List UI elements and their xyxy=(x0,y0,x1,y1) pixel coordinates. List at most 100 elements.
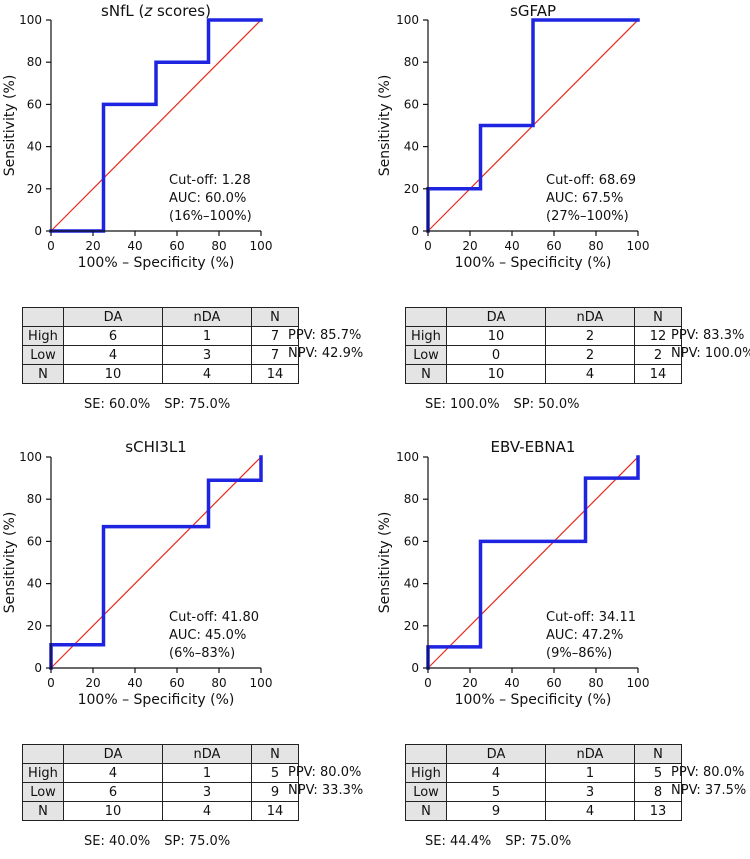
auc-annotation: (27%–100%) xyxy=(546,209,629,224)
table-row: N 10 4 14 xyxy=(22,364,299,384)
auc-annotation: (9%–86%) xyxy=(546,646,612,661)
npv-value: NPV: 37.5% xyxy=(671,783,747,798)
x-tick-label: 100 xyxy=(627,676,650,690)
predictive-values: PPV: 80.0% NPV: 37.5% xyxy=(671,764,746,800)
auc-annotation: (16%–100%) xyxy=(169,209,252,224)
table-row: Low 6 3 9 xyxy=(22,782,299,802)
table-header-cell xyxy=(405,744,447,764)
table-cell: 4 xyxy=(446,763,546,783)
y-tick-label: 100 xyxy=(19,13,42,27)
se-value: SE: 40.0% xyxy=(84,834,151,849)
table-cell: 4 xyxy=(63,345,163,365)
table-cell: 13 xyxy=(634,801,682,821)
table-row-header: N xyxy=(405,801,447,821)
table-header-cell: N xyxy=(251,744,299,764)
x-tick-label: 60 xyxy=(546,676,561,690)
x-axis-label: 100% – Specificity (%) xyxy=(455,255,612,271)
auc-annotation: Cut-off: 68.69 xyxy=(546,173,636,188)
table-header-row: DA nDA N xyxy=(22,744,299,764)
table-header-cell: DA xyxy=(446,744,546,764)
table-cell: 6 xyxy=(63,782,163,802)
roc-curve-line xyxy=(49,18,263,233)
table-header-cell: nDA xyxy=(545,744,635,764)
sp-value: SP: 75.0% xyxy=(164,834,231,849)
table-row: N 10 4 14 xyxy=(405,364,682,384)
contingency-table: DA nDA N High 4 1 5 Low 6 3 9 N 10 4 14 xyxy=(22,744,299,821)
table-row-header: High xyxy=(22,326,64,346)
x-tick-label: 0 xyxy=(47,676,55,690)
npv-value: NPV: 42.9% xyxy=(288,346,364,361)
table-row: High 4 1 5 xyxy=(405,763,682,783)
y-tick-label: 0 xyxy=(411,661,419,675)
y-tick-label: 0 xyxy=(34,224,42,238)
y-tick-label: 100 xyxy=(396,450,419,464)
y-tick-label: 40 xyxy=(27,577,42,591)
ppv-value: PPV: 80.0% xyxy=(288,765,362,780)
sensitivity-specificity: SE: 100.0% SP: 50.0% xyxy=(425,397,579,412)
x-tick-label: 80 xyxy=(211,239,226,253)
table-row-header: N xyxy=(405,364,447,384)
x-tick-label: 80 xyxy=(588,239,603,253)
y-axis-label: Sensitivity (%) xyxy=(377,512,393,614)
roc-panel-1: sNfL (z scores) 0 0 20 20 40 40 60 60 80 80 100 100 1… xyxy=(0,0,375,423)
table-cell: 4 xyxy=(545,801,635,821)
y-tick-label: 20 xyxy=(27,182,42,196)
table-row-header: N xyxy=(22,364,64,384)
table-row: Low 4 3 7 xyxy=(22,345,299,365)
x-tick-label: 60 xyxy=(169,676,184,690)
auc-annotation: AUC: 45.0% xyxy=(169,628,246,643)
table-row-header: High xyxy=(405,326,447,346)
table-header-cell: nDA xyxy=(162,744,252,764)
reference-diagonal-line xyxy=(50,19,262,232)
table-cell: 4 xyxy=(162,364,252,384)
roc-panel-4: EBV-EBNA1 0 0 20 20 40 40 60 60 80 80 100 100 100% – … xyxy=(375,436,750,859)
table-row: High 4 1 5 xyxy=(22,763,299,783)
table-row-header: High xyxy=(22,763,64,783)
table-cell: 3 xyxy=(545,782,635,802)
y-tick-label: 60 xyxy=(27,97,42,111)
table-cell: 10 xyxy=(446,364,546,384)
sp-value: SP: 75.0% xyxy=(164,397,231,412)
auc-annotation: AUC: 47.2% xyxy=(546,628,623,643)
npv-value: NPV: 33.3% xyxy=(288,783,364,798)
x-axis-label: 100% – Specificity (%) xyxy=(78,255,235,271)
x-tick-label: 40 xyxy=(127,239,142,253)
sensitivity-specificity: SE: 40.0% SP: 75.0% xyxy=(84,834,230,849)
table-cell: 3 xyxy=(162,345,252,365)
table-cell: 4 xyxy=(545,364,635,384)
table-cell: 4 xyxy=(63,763,163,783)
x-tick-label: 40 xyxy=(504,676,519,690)
y-tick-label: 40 xyxy=(27,140,42,154)
roc-plot: sNfL (z scores) 00 20 20 40 40 60 60 80 80 100 100 1… xyxy=(2,2,272,271)
x-tick-label: 40 xyxy=(504,239,519,253)
table-cell: 1 xyxy=(162,763,252,783)
roc-curve-line xyxy=(426,455,640,670)
table-cell: 9 xyxy=(446,801,546,821)
table-header-cell: DA xyxy=(63,744,163,764)
y-tick-label: 0 xyxy=(411,224,419,238)
sensitivity-specificity: SE: 60.0% SP: 75.0% xyxy=(84,397,230,412)
table-header-row: DA nDA N xyxy=(405,307,682,327)
chart-title: EBV-EBNA1 xyxy=(491,438,576,456)
x-tick-label: 100 xyxy=(627,239,650,253)
y-tick-label: 60 xyxy=(404,97,419,111)
table-header-cell: N xyxy=(634,307,682,327)
chart-title: sCHI3L1 xyxy=(125,438,186,456)
y-tick-label: 20 xyxy=(404,619,419,633)
x-tick-label: 100 xyxy=(250,676,273,690)
table-cell: 14 xyxy=(634,364,682,384)
table-header-cell: DA xyxy=(446,307,546,327)
predictive-values: PPV: 85.7% NPV: 42.9% xyxy=(288,327,363,363)
y-axis-label: Sensitivity (%) xyxy=(377,75,393,177)
table-row: N 10 4 14 xyxy=(22,801,299,821)
reference-diagonal-line xyxy=(50,456,262,669)
auc-annotation: Cut-off: 1.28 xyxy=(169,173,251,188)
roc-plot: sGFAP 00 20 20 40 40 60 60 80 80 100 100 100% – Spec… xyxy=(377,2,650,271)
y-axis-label: Sensitivity (%) xyxy=(2,75,18,177)
predictive-values: PPV: 80.0% NPV: 33.3% xyxy=(288,764,363,800)
table-header-cell xyxy=(22,744,64,764)
x-tick-label: 0 xyxy=(424,676,432,690)
predictive-values: PPV: 83.3% NPV: 100.0% xyxy=(671,327,750,363)
table-row-header: N xyxy=(22,801,64,821)
chart-title: sNfL (z scores) xyxy=(101,2,211,20)
